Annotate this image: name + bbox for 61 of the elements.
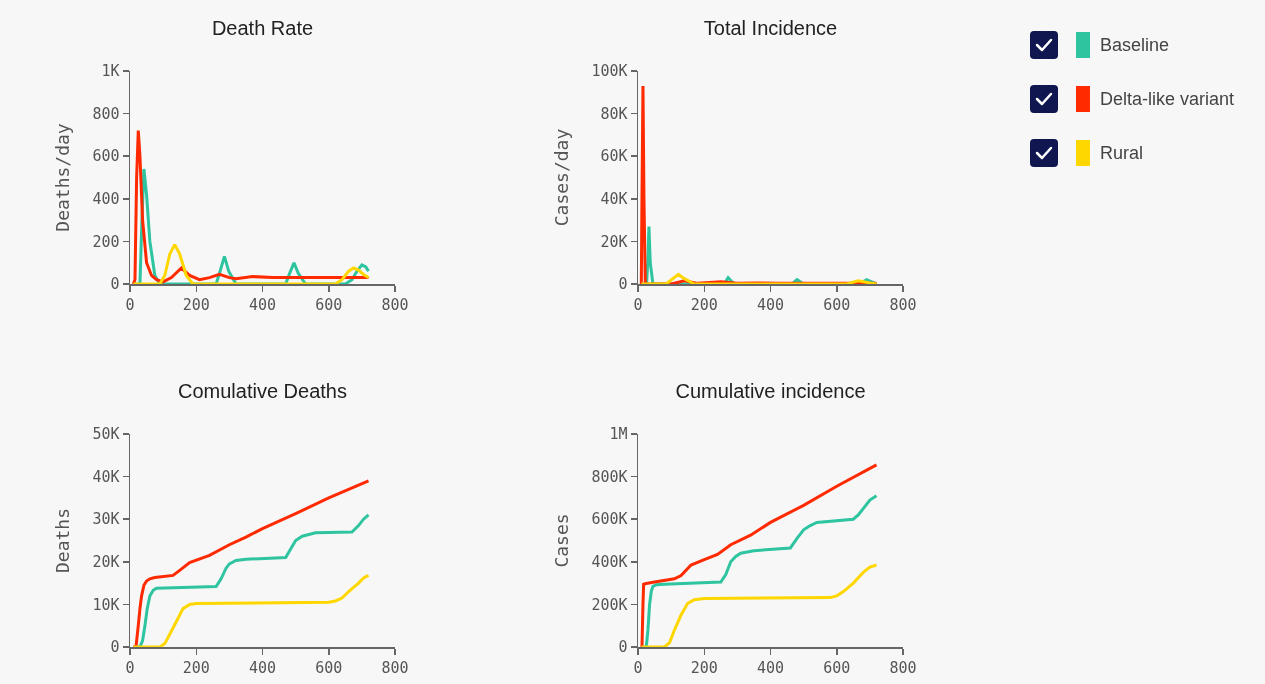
y-tick-label: 200 bbox=[92, 232, 120, 251]
y-tick-label: 0 bbox=[618, 275, 628, 294]
x-tick-label: 600 bbox=[315, 295, 343, 314]
y-tick-label: 800 bbox=[92, 104, 120, 123]
x-tick-label: 200 bbox=[690, 295, 718, 314]
y-tick-label: 200K bbox=[591, 595, 628, 614]
y-tick-label: 400K bbox=[591, 553, 628, 572]
y-tick-label: 0 bbox=[110, 275, 120, 294]
y-tick-label: 40K bbox=[600, 190, 628, 209]
x-tick-label: 600 bbox=[315, 658, 343, 677]
x-tick-label: 400 bbox=[248, 295, 277, 314]
x-tick-label: 0 bbox=[125, 295, 135, 314]
x-tick-label: 0 bbox=[633, 295, 643, 314]
x-tick-label: 400 bbox=[248, 658, 277, 677]
line-series bbox=[639, 563, 878, 647]
chart-title: Death Rate bbox=[211, 17, 314, 39]
x-tick-label: 400 bbox=[756, 295, 785, 314]
x-tick-label: 0 bbox=[633, 658, 643, 677]
line-series bbox=[131, 573, 370, 647]
x-tick-label: 800 bbox=[889, 295, 917, 314]
y-tick-label: 0 bbox=[618, 638, 628, 657]
x-tick-label: 800 bbox=[381, 658, 409, 677]
legend-label: Baseline bbox=[1100, 34, 1170, 56]
x-tick-label: 600 bbox=[823, 658, 851, 677]
x-tick-label: 600 bbox=[823, 295, 851, 314]
y-tick-label: 1K bbox=[101, 62, 120, 81]
legend-label: Delta-like variant bbox=[1100, 88, 1235, 110]
y-tick-label: 10K bbox=[92, 595, 120, 614]
y-tick-label: 100K bbox=[591, 62, 628, 81]
y-axis-title: Cases/day bbox=[550, 128, 572, 227]
line-series bbox=[131, 243, 370, 284]
y-tick-label: 20K bbox=[92, 553, 120, 572]
y-tick-label: 1M bbox=[609, 425, 628, 444]
y-tick-label: 0 bbox=[110, 638, 120, 657]
y-tick-label: 30K bbox=[92, 510, 120, 529]
chart-title: Cumulative incidence bbox=[675, 380, 866, 402]
line-series bbox=[131, 129, 370, 284]
x-tick-label: 800 bbox=[889, 658, 917, 677]
x-tick-label: 200 bbox=[182, 295, 210, 314]
x-tick-label: 400 bbox=[756, 658, 785, 677]
y-tick-label: 40K bbox=[92, 467, 120, 486]
x-tick-label: 200 bbox=[182, 658, 210, 677]
y-tick-label: 800K bbox=[591, 467, 628, 486]
y-tick-label: 80K bbox=[600, 104, 628, 123]
line-series bbox=[639, 272, 878, 284]
y-tick-label: 20K bbox=[600, 232, 628, 251]
line-series bbox=[639, 463, 878, 647]
chart-title: Comulative Deaths bbox=[178, 380, 347, 402]
legend-label: Rural bbox=[1100, 142, 1144, 164]
x-tick-label: 0 bbox=[125, 658, 135, 677]
x-tick-label: 200 bbox=[690, 658, 718, 677]
y-tick-label: 600 bbox=[92, 147, 120, 166]
y-axis-title: Deaths/day bbox=[51, 123, 73, 232]
y-axis-title: Cases bbox=[550, 513, 572, 568]
y-tick-label: 50K bbox=[92, 425, 120, 444]
y-tick-label: 60K bbox=[600, 147, 628, 166]
chart-title: Total Incidence bbox=[703, 17, 838, 39]
y-axis-title: Deaths bbox=[51, 507, 73, 574]
y-tick-label: 600K bbox=[591, 510, 628, 529]
x-tick-label: 800 bbox=[381, 295, 409, 314]
y-tick-label: 400 bbox=[92, 190, 120, 209]
